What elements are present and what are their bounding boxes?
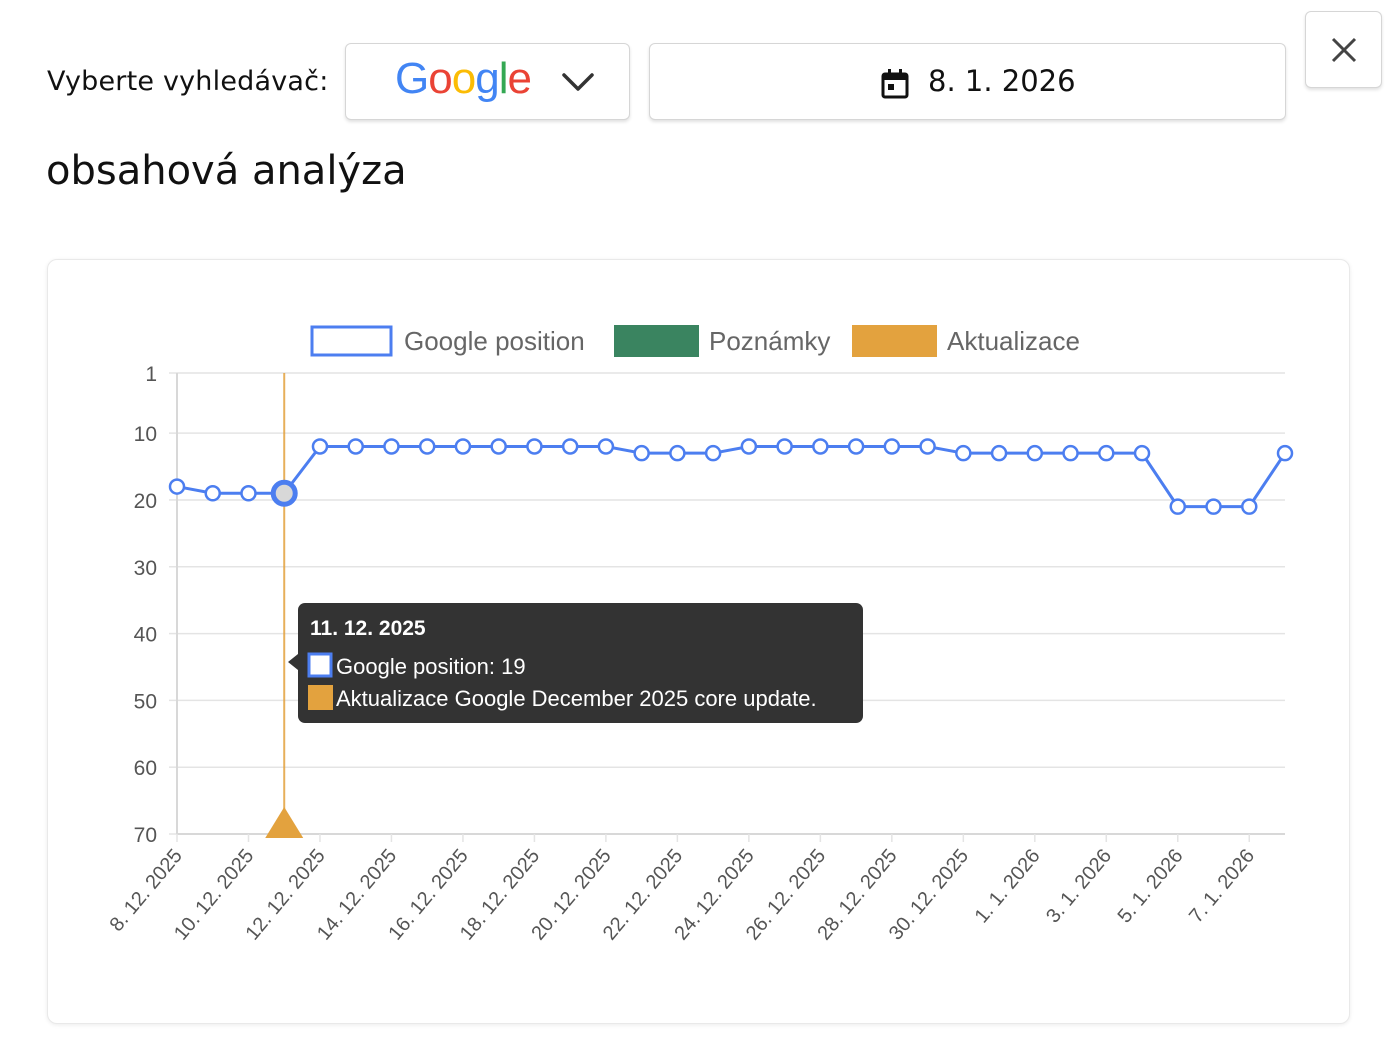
data-point <box>418 438 436 455</box>
calendar-icon <box>881 69 909 99</box>
data-point <box>1062 444 1079 462</box>
tooltip-box <box>298 603 863 723</box>
legend-swatch-notes <box>614 325 699 357</box>
y-tick-label: 30 <box>134 557 157 580</box>
legend-swatch-updates <box>852 325 937 357</box>
data-point <box>1098 444 1115 462</box>
date-picker[interactable]: 8. 1. 2026 <box>649 43 1286 120</box>
data-point-active <box>270 479 298 507</box>
tooltip-title: 11. 12. 2025 <box>310 617 426 640</box>
x-tick-label: 8. 12. 2025 <box>106 845 187 936</box>
engine-select-label: Vyberte vyhledávač: <box>47 66 329 97</box>
chevron-down-icon <box>562 73 594 91</box>
data-point <box>776 438 793 455</box>
legend-label-updates: Aktualizace <box>947 326 1080 356</box>
data-point <box>883 438 901 455</box>
data-point <box>740 438 758 455</box>
position-chart[interactable]: Google position Poznámky Aktualizace 1 10 20 3… <box>48 260 1351 1025</box>
tooltip-line: Aktualizace Google December 2025 core up… <box>336 686 817 711</box>
data-point <box>1276 444 1294 462</box>
x-tick-label: 7. 1. 2026 <box>1185 845 1259 927</box>
y-tick-label: 40 <box>134 624 157 647</box>
data-point <box>490 438 507 455</box>
google-logo: Google <box>395 54 532 103</box>
data-point <box>347 438 364 455</box>
data-point <box>812 438 829 455</box>
tooltip-swatch-update <box>308 685 333 710</box>
page-title: obsahová analýza <box>46 148 407 194</box>
data-point <box>919 438 936 455</box>
data-point <box>204 485 221 502</box>
data-point <box>1169 498 1187 515</box>
date-value: 8. 1. 2026 <box>928 64 1076 98</box>
data-point <box>454 438 472 455</box>
legend-swatch-position <box>310 325 393 357</box>
data-point <box>383 438 400 455</box>
x-tick-label: 5. 1. 2026 <box>1114 845 1188 927</box>
y-tick-label: 50 <box>134 690 157 713</box>
legend-label-notes: Poznámky <box>709 326 830 356</box>
data-point <box>168 478 186 495</box>
data-point <box>955 444 972 462</box>
y-tick-label: 70 <box>134 824 157 847</box>
data-point <box>1026 444 1044 462</box>
y-tick-label: 10 <box>134 423 157 446</box>
data-point <box>847 438 865 455</box>
data-point <box>704 444 722 462</box>
data-point <box>633 444 650 462</box>
update-marker-icon <box>265 807 304 838</box>
tooltip-line: Google position: 19 <box>336 654 526 679</box>
legend-label-position: Google position <box>404 326 585 356</box>
data-point <box>311 438 329 455</box>
data-point <box>1133 444 1151 462</box>
tooltip-arrow <box>288 654 298 670</box>
data-point <box>1241 498 1258 515</box>
close-icon <box>1331 37 1357 63</box>
data-point <box>561 438 579 455</box>
engine-select[interactable]: Google <box>345 43 630 120</box>
series-line <box>176 444 1287 509</box>
x-tick-label: 3. 1. 2026 <box>1042 845 1116 927</box>
y-tick-label: 60 <box>134 757 157 780</box>
chart-card: Google position Poznámky Aktualizace 1 10 20 3… <box>47 259 1350 1024</box>
data-point <box>990 444 1008 462</box>
tooltip-swatch-position <box>307 652 333 678</box>
y-tick-label: 20 <box>134 490 157 513</box>
x-tick-label: 1. 1. 2026 <box>971 845 1045 927</box>
y-tick-label: 1 <box>145 363 157 386</box>
close-button[interactable] <box>1305 11 1382 88</box>
data-point <box>240 485 257 502</box>
data-point <box>669 444 686 462</box>
data-point <box>1205 498 1222 515</box>
data-point <box>597 438 615 455</box>
data-point <box>526 438 543 455</box>
